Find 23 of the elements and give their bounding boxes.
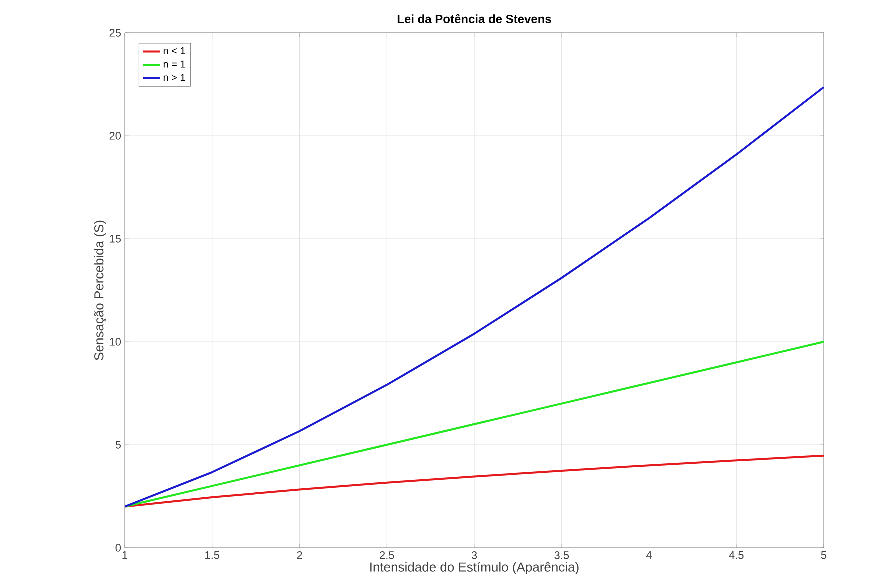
x-tick-label: 2 bbox=[297, 552, 302, 560]
x-tick-label: 1 bbox=[122, 552, 128, 560]
x-tick-label: 3.5 bbox=[554, 552, 570, 560]
x-tick-label: 3 bbox=[472, 552, 478, 560]
y-tick-label: 0 bbox=[116, 544, 122, 552]
y-tick-label: 5 bbox=[116, 441, 121, 449]
x-tick-label: 4.5 bbox=[729, 552, 744, 560]
x-axis-title: Intensidade do Estímulo (Aparência) bbox=[370, 562, 579, 574]
legend-label: n > 1 bbox=[164, 74, 186, 82]
x-tick-label: 2.5 bbox=[380, 552, 394, 560]
x-tick-label: 1.5 bbox=[206, 552, 220, 560]
y-axis-title: Sensação Percebida (S) bbox=[94, 220, 106, 360]
x-tick-label: 5 bbox=[821, 552, 827, 560]
y-tick-label: 20 bbox=[110, 132, 122, 140]
legend-label: n < 1 bbox=[164, 47, 186, 54]
y-tick-label: 15 bbox=[110, 235, 121, 243]
line-series bbox=[125, 86, 824, 508]
y-tick-label: 25 bbox=[110, 29, 121, 37]
x-tick-label: 4 bbox=[646, 552, 652, 560]
line-series bbox=[125, 454, 824, 508]
chart-title: Lei da Potência de Stevens bbox=[398, 14, 552, 24]
y-tick-label: 10 bbox=[110, 338, 122, 346]
legend-label: n = 1 bbox=[164, 60, 186, 68]
